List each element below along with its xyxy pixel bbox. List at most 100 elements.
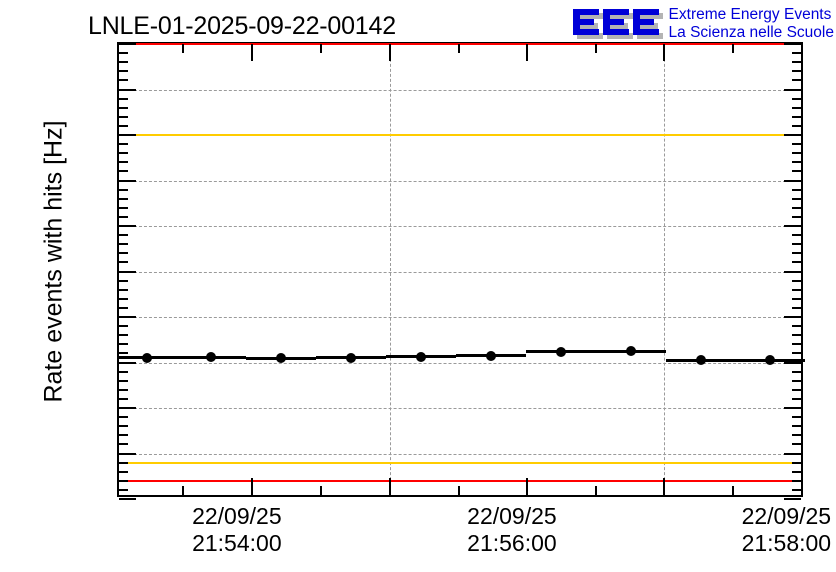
y-tick — [119, 106, 128, 109]
y-tick — [792, 416, 801, 419]
data-bin-segment — [595, 349, 666, 353]
y-tick — [792, 288, 801, 291]
gridline-horizontal — [119, 271, 801, 273]
logo-line-1: Extreme Energy Events — [668, 6, 832, 23]
x-tick-major — [663, 478, 666, 495]
y-tick — [784, 88, 801, 91]
y-tick — [119, 379, 128, 382]
y-tick — [119, 215, 128, 218]
data-bin-segment — [175, 355, 246, 359]
x-tick-major — [526, 44, 529, 61]
gridline-horizontal — [119, 362, 801, 364]
y-tick — [784, 270, 801, 273]
data-bin-segment — [245, 356, 316, 360]
y-tick — [119, 152, 128, 155]
data-bin-segment — [665, 358, 736, 362]
data-point-marker — [555, 346, 566, 357]
y-tick — [119, 407, 136, 409]
y-tick — [119, 43, 136, 45]
y-tick — [119, 243, 128, 246]
y-tick — [784, 452, 801, 455]
y-tick — [119, 306, 128, 309]
y-tick — [119, 79, 128, 82]
y-tick — [119, 261, 128, 264]
reference-line-lower-alarm — [119, 479, 801, 482]
data-series — [119, 44, 805, 495]
x-tick-major — [526, 478, 529, 495]
x-axis-label-time: 21:58:00 — [741, 530, 832, 556]
y-tick — [792, 197, 801, 200]
y-tick — [119, 297, 128, 300]
page-title: LNLE-01-2025-09-22-00142 — [88, 12, 396, 40]
gridline-horizontal — [119, 89, 801, 91]
y-tick — [119, 434, 128, 437]
y-tick — [792, 479, 801, 482]
x-tick-minor — [594, 44, 597, 53]
y-tick — [792, 261, 801, 264]
y-tick — [792, 334, 801, 337]
gridline-horizontal — [119, 408, 801, 409]
y-tick — [792, 79, 801, 82]
reference-line-upper-warning — [119, 134, 801, 136]
data-point-marker — [345, 352, 356, 363]
y-tick — [792, 379, 801, 382]
y-tick — [119, 115, 128, 118]
y-tick — [119, 498, 136, 500]
x-axis-label-time: 21:54:00 — [192, 530, 282, 556]
gridline-horizontal — [119, 317, 801, 318]
y-tick — [792, 343, 801, 346]
gridline-horizontal — [119, 453, 801, 455]
gridline-vertical — [389, 44, 391, 495]
y-tick — [792, 170, 801, 173]
y-tick — [784, 43, 801, 45]
plot-frame — [117, 42, 805, 500]
y-tick — [784, 179, 801, 182]
y-tick — [119, 225, 136, 227]
x-axis-tick-label: 22/09/25 21:58:00 — [742, 503, 832, 557]
y-tick — [119, 270, 136, 273]
y-tick — [119, 197, 128, 200]
y-tick — [792, 234, 801, 237]
reference-line-upper-alarm — [119, 43, 801, 45]
gridline-vertical — [664, 44, 666, 495]
y-tick — [792, 243, 801, 246]
y-tick — [792, 470, 801, 473]
eee-logo: Extreme Energy Events La Scienza nelle S… — [572, 5, 834, 47]
y-tick — [792, 425, 801, 428]
y-tick — [792, 152, 801, 155]
y-tick — [784, 134, 801, 136]
y-tick — [119, 425, 128, 428]
gridline-horizontal — [119, 180, 801, 182]
y-tick — [119, 370, 128, 373]
y-tick — [119, 488, 128, 491]
y-tick — [119, 288, 128, 291]
x-tick-major — [663, 44, 666, 61]
y-tick — [119, 52, 128, 55]
y-tick — [792, 352, 801, 355]
data-bin-segment — [315, 356, 386, 360]
x-tick-minor — [182, 486, 185, 495]
x-tick-major — [388, 44, 391, 61]
y-tick — [792, 252, 801, 255]
y-tick — [119, 452, 136, 455]
y-tick — [792, 279, 801, 282]
y-tick — [784, 225, 801, 227]
y-tick — [784, 498, 801, 500]
x-axis-label-date: 22/09/25 — [192, 503, 282, 529]
y-tick — [119, 388, 128, 391]
x-tick-minor — [457, 44, 460, 53]
x-axis-tick-label: 22/09/25 21:54:00 — [192, 503, 282, 557]
y-tick — [119, 170, 128, 173]
x-axis-label-date: 22/09/25 — [741, 503, 832, 529]
y-axis-title: Rate events with hits [Hz] — [39, 120, 68, 403]
x-tick-major — [251, 478, 254, 495]
y-tick — [784, 361, 801, 364]
x-tick-minor — [457, 486, 460, 495]
y-tick — [119, 325, 128, 328]
y-tick — [119, 316, 136, 318]
y-tick — [792, 52, 801, 55]
logo-line-2: La Scienza nelle Scuole — [668, 24, 834, 41]
y-tick — [119, 334, 128, 337]
y-tick — [784, 316, 801, 318]
